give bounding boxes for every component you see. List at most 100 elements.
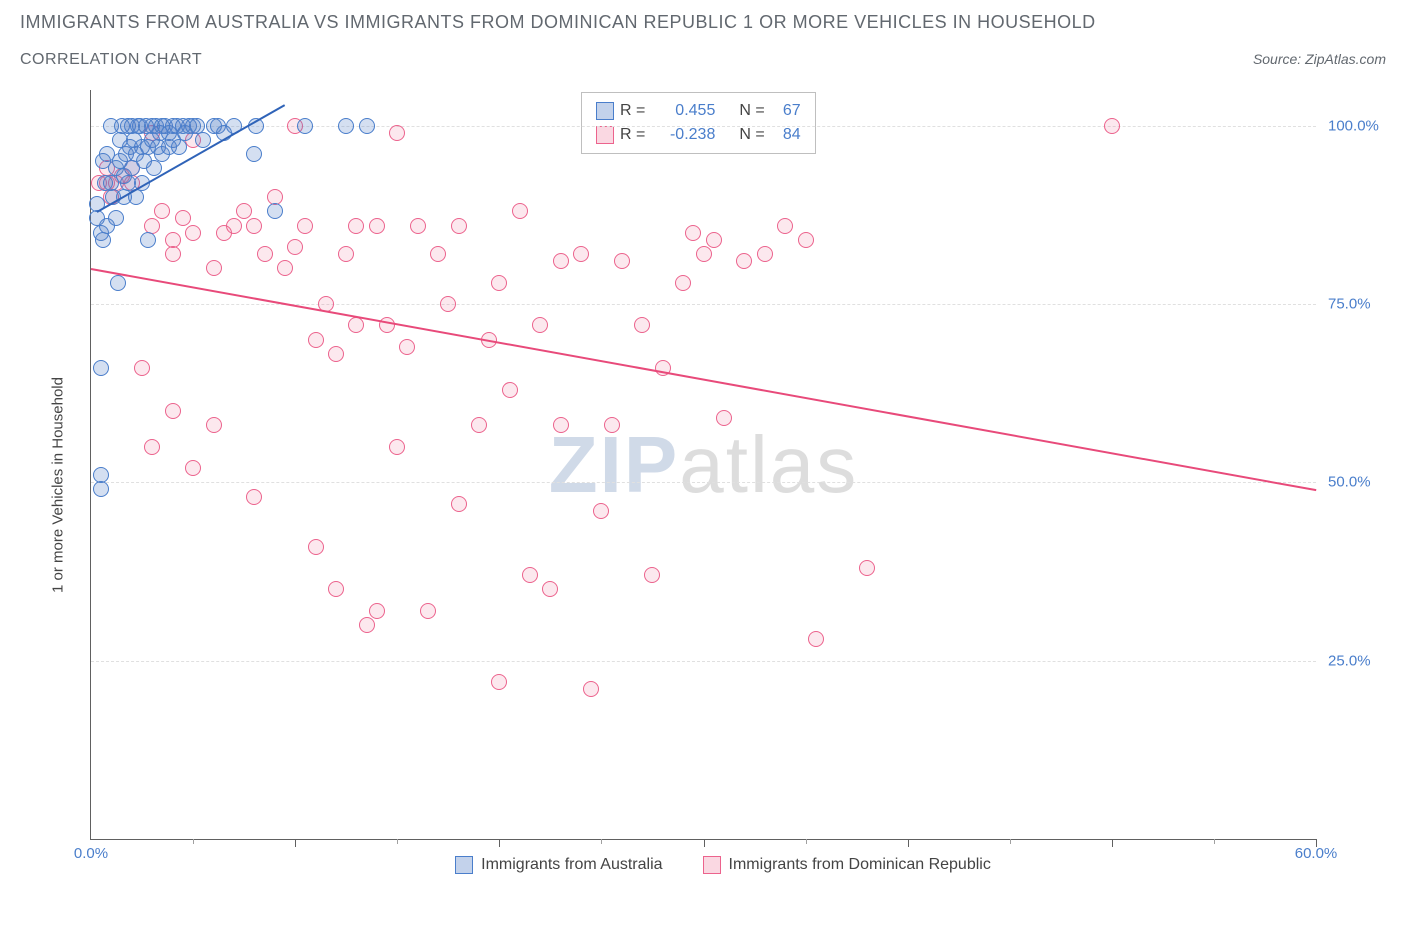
- data-point: [716, 410, 732, 426]
- data-point: [359, 118, 375, 134]
- x-tick-minor: [397, 839, 398, 844]
- legend-r-label: R =: [620, 126, 645, 144]
- x-tick-major: [499, 839, 500, 847]
- data-point: [389, 439, 405, 455]
- data-point: [410, 218, 426, 234]
- legend-swatch: [455, 856, 473, 874]
- trend-line: [91, 268, 1316, 491]
- y-axis-label: 1 or more Vehicles in Household: [50, 377, 67, 593]
- data-point: [95, 232, 111, 248]
- data-point: [257, 246, 273, 262]
- data-point: [471, 417, 487, 433]
- data-point: [246, 489, 262, 505]
- data-point: [308, 539, 324, 555]
- gridline: [91, 661, 1316, 662]
- data-point: [553, 253, 569, 269]
- data-point: [287, 239, 303, 255]
- data-point: [267, 203, 283, 219]
- chart-wrap: 1 or more Vehicles in Household ZIPatlas…: [50, 90, 1396, 880]
- legend-n-value: 84: [771, 126, 801, 144]
- data-point: [593, 503, 609, 519]
- data-point: [206, 260, 222, 276]
- data-point: [583, 681, 599, 697]
- scatter-chart: ZIPatlas R =0.455N =67R =-0.238N =84 25.…: [90, 90, 1316, 840]
- legend-n-value: 67: [771, 102, 801, 120]
- series-legend: Immigrants from Australia Immigrants from…: [50, 856, 1396, 874]
- data-point: [165, 403, 181, 419]
- data-point: [757, 246, 773, 262]
- legend-n-label: N =: [739, 102, 764, 120]
- title-area: IMMIGRANTS FROM AUSTRALIA VS IMMIGRANTS …: [0, 0, 1406, 69]
- data-point: [277, 260, 293, 276]
- x-tick-minor: [1010, 839, 1011, 844]
- data-point: [93, 481, 109, 497]
- data-point: [1104, 118, 1120, 134]
- data-point: [297, 118, 313, 134]
- series-legend-item: Immigrants from Dominican Republic: [703, 856, 991, 874]
- data-point: [328, 581, 344, 597]
- chart-title: IMMIGRANTS FROM AUSTRALIA VS IMMIGRANTS …: [20, 12, 1386, 33]
- series-legend-item: Immigrants from Australia: [455, 856, 662, 874]
- data-point: [859, 560, 875, 576]
- data-point: [491, 275, 507, 291]
- x-tick-minor: [601, 839, 602, 844]
- data-point: [110, 275, 126, 291]
- data-point: [328, 346, 344, 362]
- data-point: [522, 567, 538, 583]
- correlation-legend: R =0.455N =67R =-0.238N =84: [581, 92, 816, 154]
- gridline: [91, 304, 1316, 305]
- gridline: [91, 482, 1316, 483]
- data-point: [430, 246, 446, 262]
- data-point: [226, 218, 242, 234]
- legend-row: R =0.455N =67: [596, 99, 801, 123]
- data-point: [206, 417, 222, 433]
- data-point: [420, 603, 436, 619]
- data-point: [108, 210, 124, 226]
- data-point: [348, 317, 364, 333]
- data-point: [644, 567, 660, 583]
- data-point: [175, 210, 191, 226]
- data-point: [185, 460, 201, 476]
- data-point: [675, 275, 691, 291]
- data-point: [140, 232, 156, 248]
- watermark: ZIPatlas: [549, 419, 858, 511]
- series-legend-label: Immigrants from Australia: [481, 856, 662, 874]
- gridline: [91, 126, 1316, 127]
- subtitle-row: CORRELATION CHART Source: ZipAtlas.com: [20, 51, 1386, 69]
- legend-swatch: [596, 102, 614, 120]
- data-point: [736, 253, 752, 269]
- legend-r-value: 0.455: [651, 102, 715, 120]
- data-point: [246, 218, 262, 234]
- data-point: [369, 603, 385, 619]
- data-point: [685, 225, 701, 241]
- data-point: [512, 203, 528, 219]
- data-point: [542, 581, 558, 597]
- y-tick-label: 75.0%: [1328, 296, 1371, 313]
- data-point: [604, 417, 620, 433]
- data-point: [185, 225, 201, 241]
- data-point: [798, 232, 814, 248]
- data-point: [297, 218, 313, 234]
- data-point: [369, 218, 385, 234]
- data-point: [808, 631, 824, 647]
- data-point: [777, 218, 793, 234]
- x-tick-major: [1112, 839, 1113, 847]
- data-point: [308, 332, 324, 348]
- data-point: [634, 317, 650, 333]
- legend-r-value: -0.238: [651, 126, 715, 144]
- data-point: [246, 146, 262, 162]
- data-point: [338, 118, 354, 134]
- data-point: [236, 203, 252, 219]
- data-point: [440, 296, 456, 312]
- data-point: [359, 617, 375, 633]
- data-point: [154, 203, 170, 219]
- data-point: [696, 246, 712, 262]
- data-point: [195, 132, 211, 148]
- data-point: [451, 218, 467, 234]
- watermark-atlas: atlas: [679, 420, 858, 509]
- y-tick-label: 100.0%: [1328, 117, 1379, 134]
- x-tick-minor: [1214, 839, 1215, 844]
- legend-swatch: [703, 856, 721, 874]
- data-point: [532, 317, 548, 333]
- x-tick-major: [295, 839, 296, 847]
